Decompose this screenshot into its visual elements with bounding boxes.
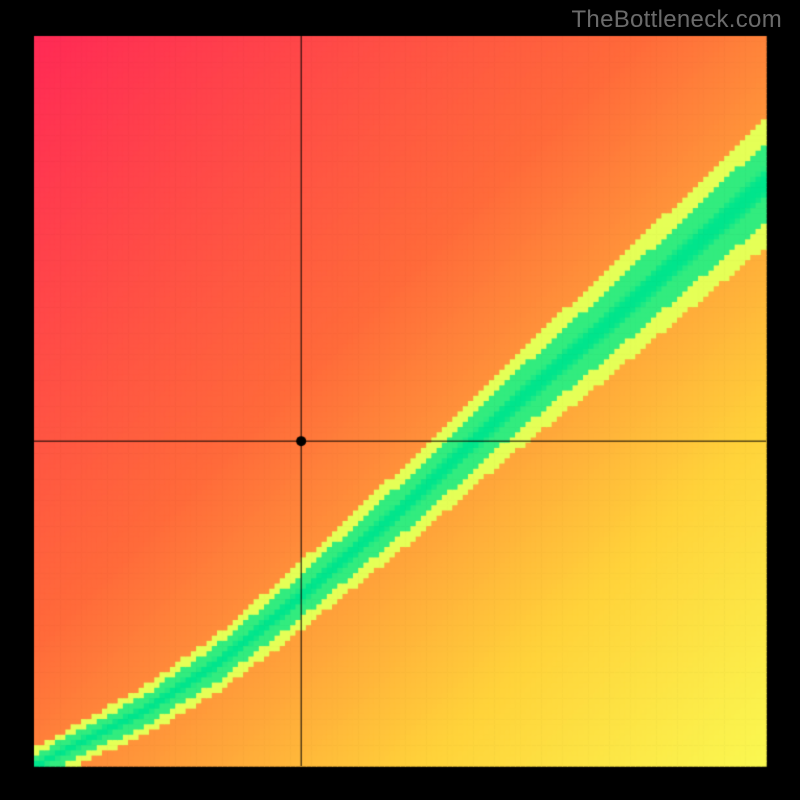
chart-container: { "watermark": "TheBottleneck.com", "can…	[0, 0, 800, 800]
bottleneck-heatmap	[0, 0, 800, 800]
